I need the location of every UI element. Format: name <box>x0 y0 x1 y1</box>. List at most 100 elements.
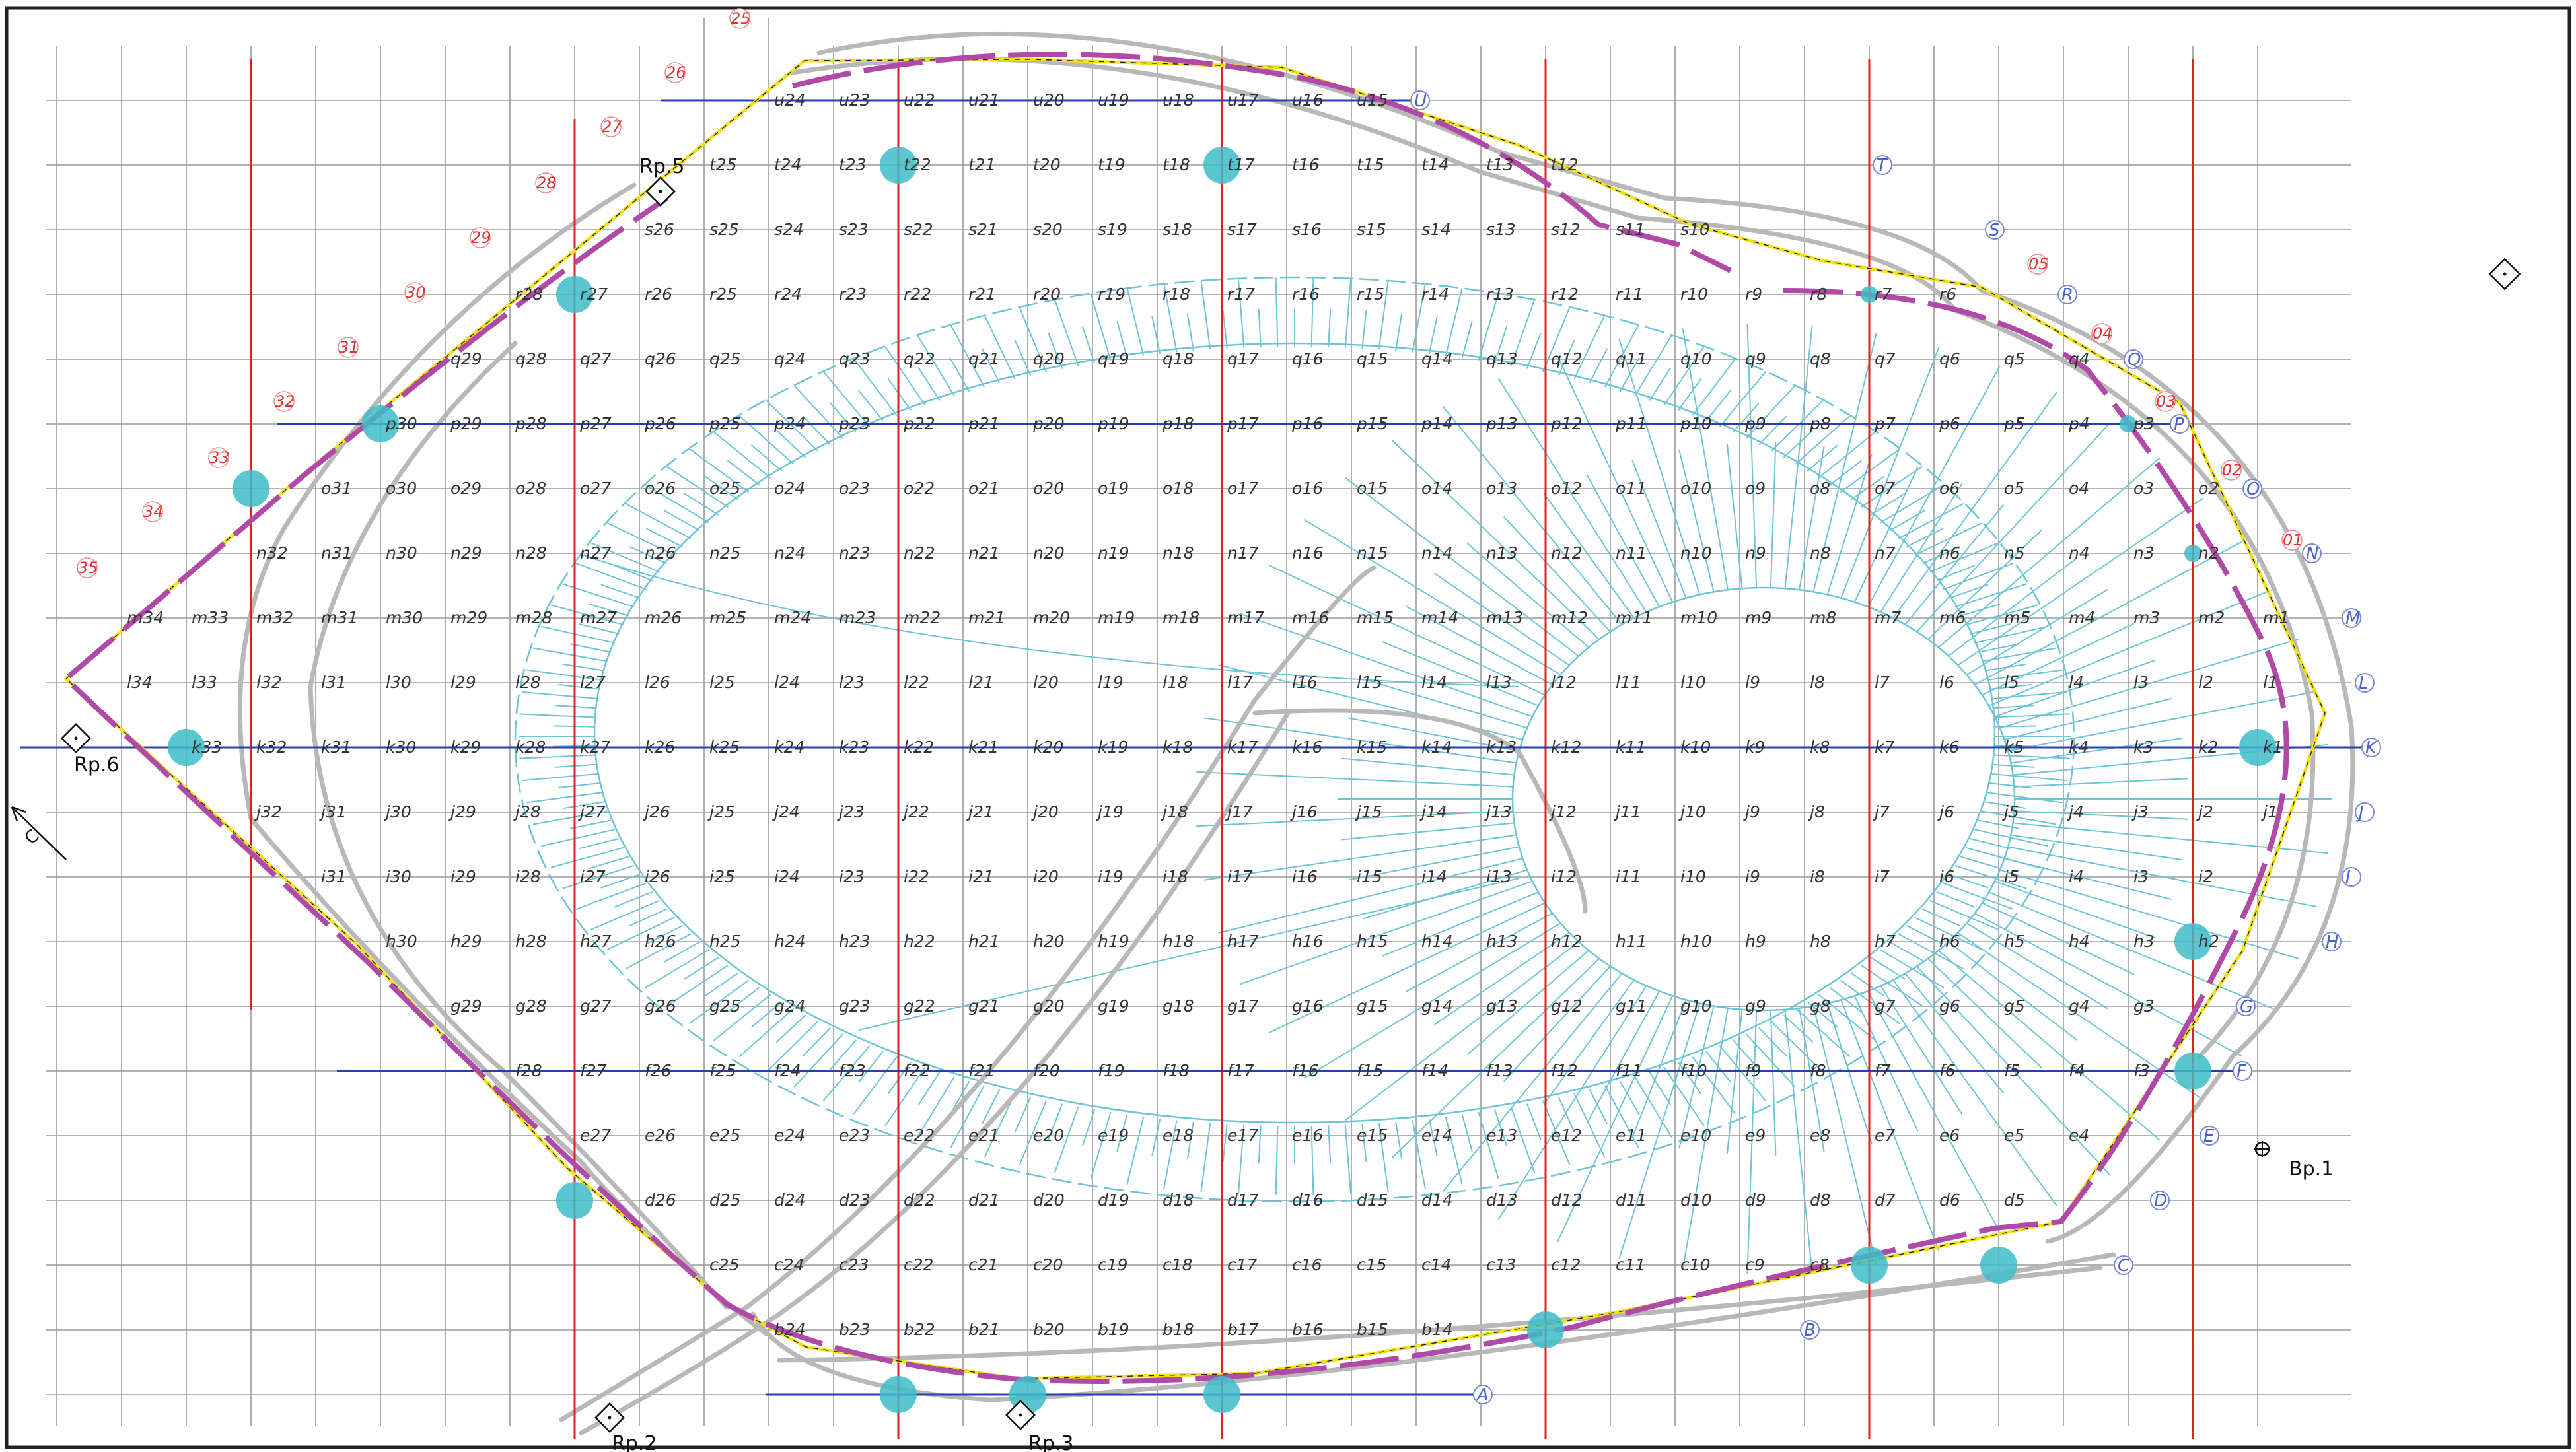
cell-label: u21 <box>968 90 1000 110</box>
cell-label: g9 <box>1745 996 1766 1016</box>
slope-hatch <box>1921 908 1960 926</box>
inner-slope-hatch <box>1988 588 2274 707</box>
slope-hatch <box>689 448 750 493</box>
inner-slope-hatch <box>1586 474 1661 607</box>
slope-hatch <box>607 522 675 556</box>
cell-label: t19 <box>1098 155 1126 174</box>
row-axis-text: L <box>2359 674 2369 693</box>
cell-label: m27 <box>580 608 617 627</box>
rp5-label: Rp.5 <box>639 155 685 178</box>
cell-label: m28 <box>515 608 552 627</box>
cell-label: o30 <box>386 479 417 498</box>
inner-slope-hatch <box>1784 325 1813 589</box>
cell-label: j25 <box>707 802 735 821</box>
cell-label: f21 <box>968 1061 995 1080</box>
cell-label: k3 <box>2133 738 2153 757</box>
slope-hatch <box>727 460 760 486</box>
cell-label: s23 <box>839 220 869 239</box>
column-axis-circle <box>338 337 359 358</box>
inner-slope-hatch <box>1853 995 1919 1132</box>
cell-label: h23 <box>839 932 871 951</box>
slope-hatch <box>600 874 641 889</box>
inner-slope-hatch <box>1218 858 1523 934</box>
section-c-marker: C <box>11 806 67 860</box>
slope-hatch <box>949 357 970 392</box>
cell-label: o17 <box>1227 479 1258 498</box>
cell-label: f18 <box>1163 1061 1190 1080</box>
inner-slope-hatch <box>1812 1006 1877 1265</box>
row-axis-circle <box>1985 220 2005 240</box>
row-axis-label: K <box>2361 738 2381 758</box>
cell-label: i10 <box>1680 867 1706 886</box>
cell-label: c12 <box>1551 1255 1581 1274</box>
cell-label: u16 <box>1292 90 1324 110</box>
inner-slope-hatch <box>1799 1008 1825 1152</box>
cell-label: o22 <box>904 479 935 498</box>
cell-label: i2 <box>2198 867 2213 886</box>
cell-label: r23 <box>839 285 867 304</box>
row-axis-circle <box>2355 673 2375 693</box>
inner-slope-hatch <box>1682 1008 1729 1270</box>
cell-label: r19 <box>1098 285 1126 304</box>
cell-label: q8 <box>1810 349 1831 368</box>
cell-label: m4 <box>2069 608 2095 627</box>
cell-label: j17 <box>1225 802 1253 821</box>
column-axis-circle <box>664 62 686 83</box>
slope-hatch <box>1275 277 1279 347</box>
cell-label: e5 <box>2004 1126 2024 1145</box>
cell-label: k19 <box>1098 738 1128 757</box>
pile-circle <box>1203 147 1240 184</box>
cell-label: n4 <box>2069 543 2090 563</box>
slope-hatch <box>1850 475 1885 501</box>
column-axis-circle <box>535 172 556 193</box>
inner-slope-hatch <box>1853 466 1919 603</box>
rp3-label: Rp.3 <box>1028 1432 1074 1452</box>
cell-label: l6 <box>1939 673 1954 692</box>
slope-hatch <box>829 402 857 433</box>
inner-slope-hatch <box>1618 1003 1701 1259</box>
slope-hatch <box>1310 277 1314 347</box>
cell-label: r12 <box>1551 285 1579 304</box>
cell-label: p27 <box>579 414 612 433</box>
slope-hatch <box>853 1056 898 1115</box>
inner-slope-hatch <box>1557 355 1674 603</box>
cell-label: h24 <box>774 932 806 951</box>
cell-label: d7 <box>1875 1191 1896 1210</box>
slope-hatch <box>887 1061 912 1095</box>
cell-label: h9 <box>1745 932 1766 951</box>
column-axis-label: 26 <box>664 62 686 83</box>
cell-label: l29 <box>450 673 476 692</box>
inner-slope-hatch <box>1303 922 1561 1080</box>
slope-hatch <box>1861 466 1923 508</box>
cell-label: u18 <box>1163 90 1194 110</box>
cell-label: c8 <box>1810 1255 1830 1274</box>
cell-label: n27 <box>580 543 612 563</box>
cell-label: j24 <box>772 802 800 821</box>
cell-label: n22 <box>904 543 935 563</box>
slope-hatch <box>578 838 620 850</box>
cell-label: d15 <box>1357 1191 1388 1210</box>
road-south <box>750 1252 2116 1402</box>
row-axis-circle <box>2200 1126 2219 1146</box>
cell-label: s22 <box>904 220 933 239</box>
slope-hatch <box>689 979 750 1025</box>
cell-label: r15 <box>1357 285 1384 304</box>
column-axis-circle <box>273 391 295 412</box>
slope-hatch <box>1818 994 1877 1041</box>
cell-label: g17 <box>1227 996 1259 1016</box>
slope-hatch <box>1936 565 1976 582</box>
slope-hatch <box>1557 339 1575 376</box>
cell-label: m2 <box>2198 608 2225 627</box>
inner-slope-hatch <box>1349 717 1520 752</box>
column-axis-circle <box>600 116 622 137</box>
cell-label: h18 <box>1163 932 1194 951</box>
cell-label: q20 <box>1033 349 1065 368</box>
slope-hatch <box>1993 713 2070 718</box>
cell-label: i27 <box>580 867 606 886</box>
cell-label: i15 <box>1357 867 1382 886</box>
inner-slope-hatch <box>1927 958 2043 1069</box>
row-axis-text: Q <box>2128 350 2141 370</box>
inner-slope-hatch <box>1433 932 1570 1025</box>
cell-label: p12 <box>1550 414 1583 433</box>
inner-slope-hatch <box>1904 504 2005 625</box>
